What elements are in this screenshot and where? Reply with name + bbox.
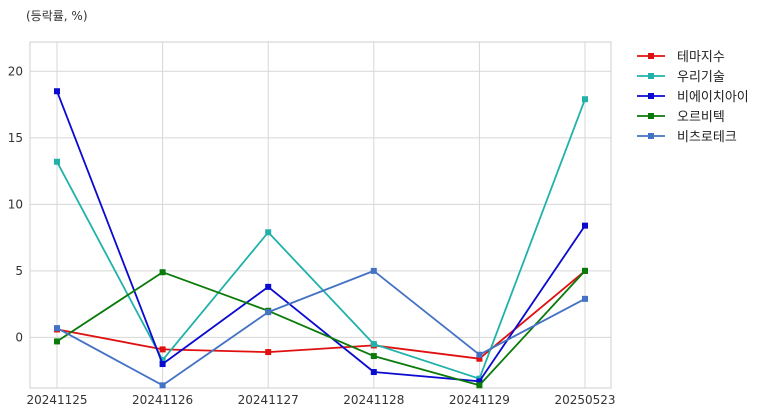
series-5 [54, 267, 588, 389]
series-layer [54, 88, 588, 389]
legend-item-1: 테마지수 [637, 50, 725, 65]
data-point [159, 382, 166, 389]
x-tick-label: 20241125 [26, 393, 87, 407]
series-1 [54, 267, 588, 362]
data-point [159, 269, 166, 276]
x-tick-label: 20241126 [132, 393, 193, 407]
legend-label: 오르비텍 [677, 110, 725, 125]
legend-marker [648, 113, 654, 119]
legend-label: 비츠로테크 [677, 130, 737, 145]
y-axis-ticks: 0 5 10 15 20 [8, 64, 23, 344]
data-point [370, 267, 377, 274]
y-tick-label: 20 [8, 64, 23, 78]
plot-frame [29, 41, 612, 389]
data-point [54, 338, 60, 345]
legend-item-2: 우리기술 [637, 70, 725, 85]
data-point [265, 309, 272, 316]
y-tick-label: 15 [8, 131, 23, 145]
data-point [54, 325, 60, 332]
data-point [582, 267, 588, 274]
series-line [56, 270, 586, 387]
x-tick-label: 20241129 [449, 393, 510, 407]
legend-label: 우리기술 [677, 70, 725, 85]
y-axis-label: (등락률, %) [26, 9, 88, 23]
data-point [54, 88, 60, 95]
y-tick-label: 10 [8, 197, 23, 211]
legend-item-5: 비츠로테크 [637, 130, 737, 145]
x-tick-label: 20250523 [554, 393, 615, 407]
y-tick-label: 0 [15, 330, 23, 344]
data-point [582, 96, 588, 103]
data-point [476, 382, 483, 389]
series-line [56, 98, 586, 380]
data-point [476, 351, 483, 358]
data-point [159, 346, 166, 353]
legend-item-3: 비에이치아이 [637, 90, 749, 105]
legend-marker [648, 133, 654, 139]
data-point [370, 341, 377, 348]
data-point [54, 158, 60, 165]
data-point [370, 353, 377, 360]
legend-marker [648, 93, 654, 99]
x-tick-label: 20241128 [343, 393, 404, 407]
legend-label: 테마지수 [677, 50, 725, 65]
data-point [370, 369, 377, 376]
series-line [56, 90, 586, 383]
data-point [476, 378, 483, 385]
legend-marker [648, 73, 654, 79]
data-point [265, 349, 272, 356]
data-point [159, 357, 166, 364]
data-point [476, 355, 483, 362]
data-point [582, 222, 588, 229]
legend-label: 비에이치아이 [677, 90, 749, 105]
data-point [159, 361, 166, 368]
x-axis-ticks: 20241125 20241126 20241127 20241128 20241129… [26, 393, 615, 407]
data-point [265, 283, 272, 290]
legend-item-4: 오르비텍 [637, 110, 725, 125]
series-line [56, 269, 586, 387]
legend-marker [648, 53, 654, 59]
series-line [56, 270, 586, 360]
y-tick-label: 5 [15, 264, 23, 278]
data-point [265, 229, 272, 236]
series-3 [54, 88, 588, 385]
x-tick-label: 20241127 [238, 393, 299, 407]
data-point [582, 295, 588, 302]
